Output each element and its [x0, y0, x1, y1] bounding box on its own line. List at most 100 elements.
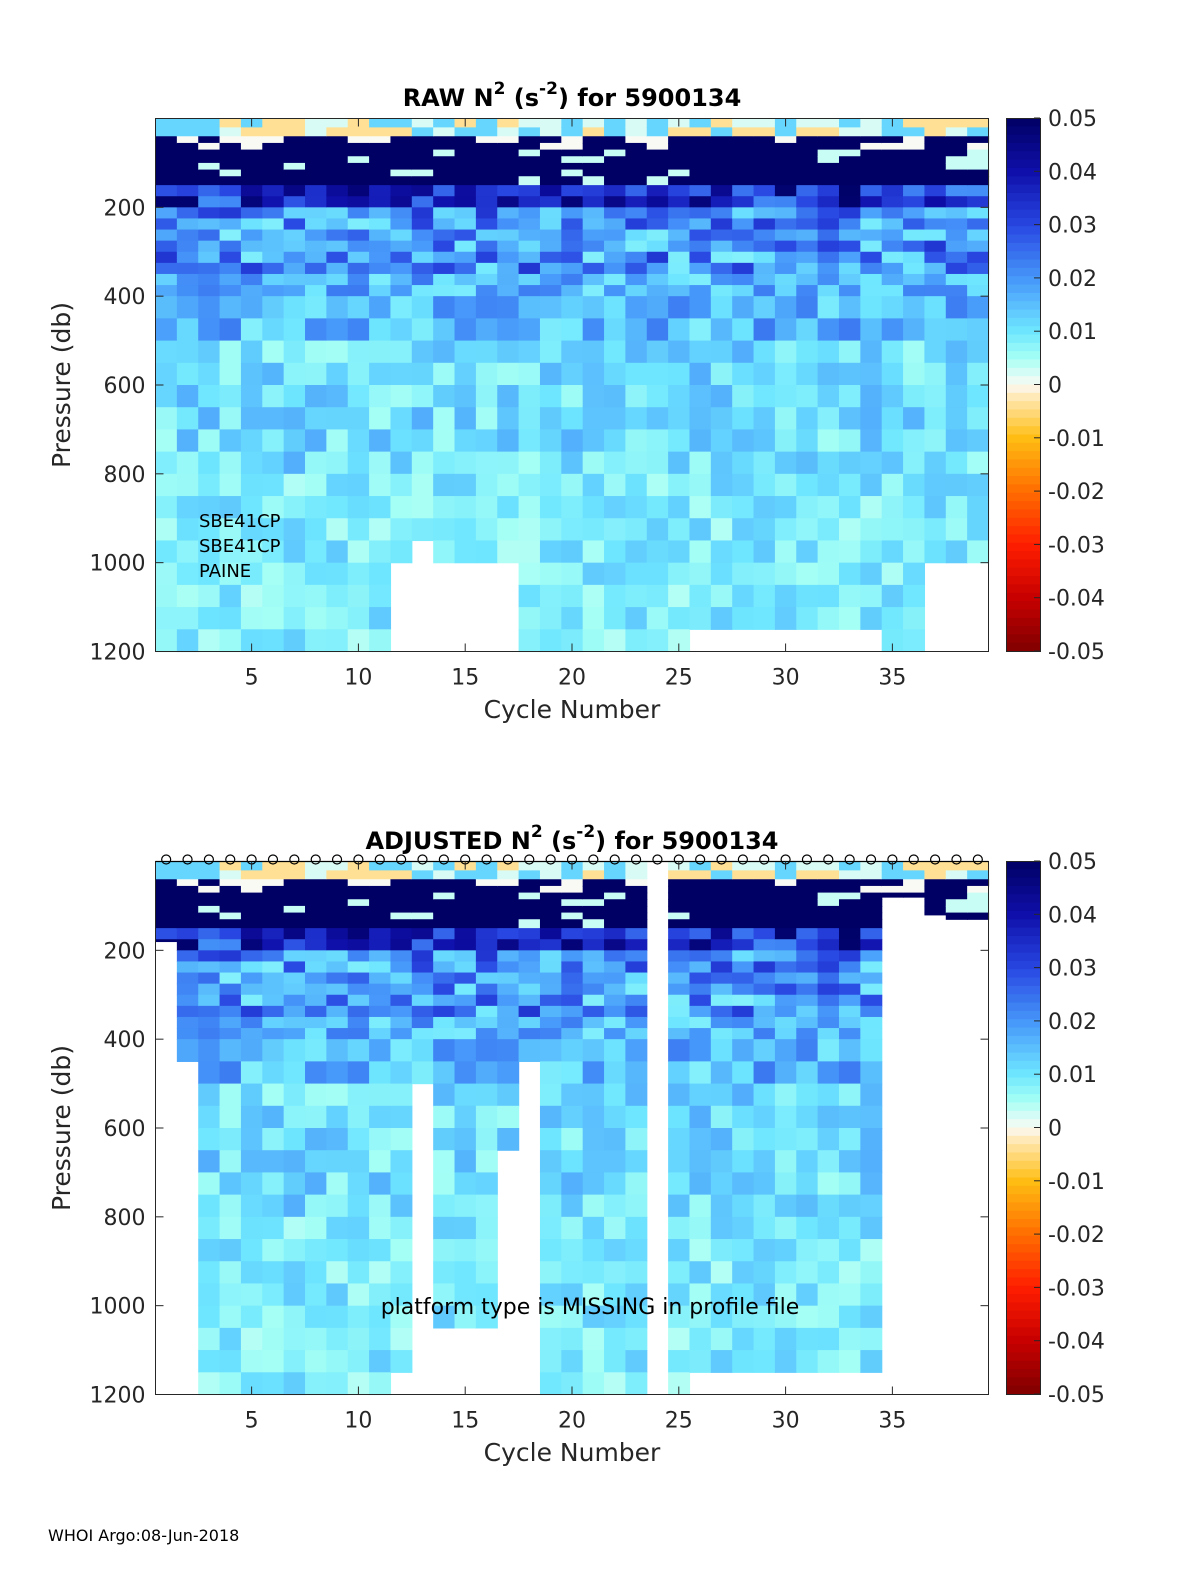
- heatmap-cell: [305, 629, 327, 653]
- heatmap-cell: [433, 972, 456, 985]
- heatmap-cell: [945, 156, 968, 164]
- heatmap-cell: [945, 407, 968, 431]
- heatmap-cell: [924, 385, 947, 408]
- heatmap-cell: [561, 994, 584, 1007]
- adjusted-y-axis-label: Pressure (db): [47, 1045, 76, 1211]
- heatmap-cell: [283, 928, 306, 940]
- heatmap-cell: [347, 540, 370, 564]
- heatmap-cell: [646, 127, 669, 137]
- heatmap-cell: [604, 1172, 626, 1196]
- heatmap-cell: [689, 340, 712, 364]
- heatmap-cell: [433, 142, 456, 151]
- heatmap-cell: [198, 584, 221, 608]
- heatmap-cell: [262, 1239, 285, 1262]
- heatmap-cell: [710, 1039, 733, 1062]
- heatmap-cell: [774, 919, 797, 929]
- heatmap-cell: [817, 885, 840, 894]
- heatmap-cell: [433, 861, 456, 871]
- heatmap-cell: [774, 1327, 797, 1351]
- heatmap-cell: [326, 961, 349, 974]
- heatmap-cell: [518, 385, 541, 408]
- heatmap-cell: [390, 950, 413, 963]
- heatmap-cell: [604, 899, 626, 907]
- heatmap-cell: [390, 1194, 413, 1218]
- heatmap-cell: [390, 1172, 413, 1196]
- heatmap-cell: [945, 162, 968, 171]
- heatmap-cell: [390, 362, 413, 386]
- heatmap-cell: [860, 1327, 883, 1351]
- heatmap-cell: [582, 540, 605, 564]
- heatmap-cell: [625, 879, 648, 887]
- heatmap-cell: [774, 950, 797, 963]
- heatmap-cell: [539, 629, 562, 653]
- heatmap-cell: [860, 1016, 883, 1029]
- colorbar-segment: [1006, 910, 1040, 920]
- heatmap-cell: [967, 362, 990, 386]
- heatmap-cell: [497, 196, 520, 208]
- cycle-marker: [652, 854, 663, 865]
- colorbar-segment: [1006, 134, 1040, 144]
- heatmap-cell: [155, 149, 178, 157]
- heatmap-cell: [433, 1172, 456, 1196]
- heatmap-cell: [347, 912, 370, 920]
- heatmap-cell: [433, 899, 456, 907]
- heatmap-cell: [155, 262, 178, 275]
- heatmap-cell: [326, 142, 349, 151]
- heatmap-cell: [454, 1016, 477, 1029]
- heatmap-cell: [347, 1372, 370, 1396]
- cycle-marker: [310, 854, 321, 865]
- heatmap-cell: [390, 540, 413, 564]
- heatmap-cell: [219, 1327, 242, 1351]
- heatmap-cell: [604, 229, 626, 242]
- heatmap-cell: [539, 407, 562, 431]
- heatmap-cell: [326, 149, 349, 157]
- heatmap-cell: [924, 196, 947, 208]
- heatmap-cell: [176, 562, 199, 586]
- heatmap-cell: [796, 1005, 819, 1018]
- heatmap-cell: [817, 473, 840, 497]
- heatmap-cell: [390, 118, 413, 128]
- heatmap-cell: [454, 169, 477, 177]
- heatmap-cell: [860, 429, 883, 453]
- heatmap-cell: [838, 262, 861, 275]
- heatmap-cell: [411, 218, 434, 231]
- colorbar-segment: [1006, 994, 1040, 1004]
- heatmap-cell: [881, 176, 904, 186]
- heatmap-cell: [198, 296, 221, 319]
- heatmap-cell: [390, 861, 413, 871]
- colorbar-frame: [1006, 118, 1041, 652]
- heatmap-cell: [475, 1239, 498, 1262]
- heatmap-cell: [903, 562, 926, 586]
- heatmap-cell: [604, 562, 626, 586]
- heatmap-cell: [262, 273, 285, 286]
- colorbar-segment: [1006, 184, 1040, 194]
- heatmap-cell: [903, 285, 926, 297]
- heatmap-cell: [689, 972, 712, 985]
- heatmap-cell: [710, 218, 733, 231]
- heatmap-cell: [753, 1327, 776, 1351]
- heatmap-cell: [668, 127, 691, 137]
- heatmap-cell: [433, 169, 456, 177]
- heatmap-cell: [710, 1283, 733, 1307]
- heatmap-cell: [347, 1172, 370, 1196]
- heatmap-cell: [817, 273, 840, 286]
- heatmap-cell: [539, 318, 562, 342]
- heatmap-cell: [539, 1061, 562, 1085]
- heatmap-cell: [668, 584, 691, 608]
- heatmap-cell: [475, 1083, 498, 1107]
- heatmap-cell: [539, 1005, 562, 1018]
- heatmap-cell: [283, 162, 306, 171]
- raw-annotation-1: SBE41CP: [199, 511, 281, 532]
- colorbar-segment: [1006, 952, 1040, 962]
- heatmap-cell: [732, 1083, 755, 1107]
- colorbar-segment: [1006, 309, 1040, 319]
- heatmap-cell: [561, 1305, 584, 1329]
- heatmap-cell: [198, 1216, 221, 1240]
- heatmap-cell: [753, 1005, 776, 1018]
- heatmap-cell: [689, 1239, 712, 1262]
- heatmap-cell: [668, 407, 691, 431]
- heatmap-cell: [967, 496, 990, 519]
- heatmap-cell: [860, 1305, 883, 1329]
- heatmap-cell: [497, 262, 520, 275]
- heatmap-cell: [347, 1239, 370, 1262]
